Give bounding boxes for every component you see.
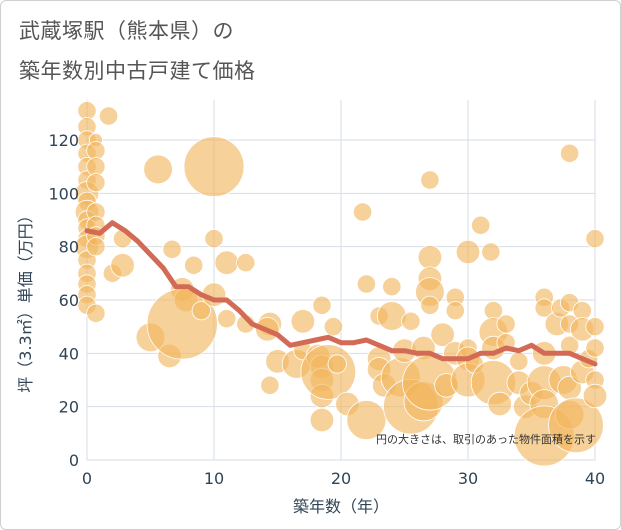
x-axis-title: 築年数（年） [293,497,389,516]
scatter-point [184,255,204,275]
chart-title-line2: 築年数別中古戸建て価格 [19,59,256,83]
scatter-point [312,295,332,315]
scatter-point [401,311,421,331]
x-tick-label: 20 [331,469,351,488]
y-tick-label: 80 [59,238,79,257]
scatter-point [86,173,106,193]
scatter-point [481,242,501,262]
y-axis-title: 坪（3.3㎡）単価（万円） [16,207,35,392]
scatter-point [346,399,387,440]
y-tick-label: 120 [48,131,79,150]
scatter-point [290,309,316,334]
scatter-point [455,239,481,265]
x-tick-label: 0 [82,469,92,488]
scatter-point [191,301,211,321]
scatter-point [352,202,373,222]
scatter-point [204,229,224,249]
scatter-point [143,154,173,185]
y-tick-label: 20 [59,398,79,417]
x-tick-label: 10 [204,469,224,488]
scatter-point [496,314,516,334]
y-tick-label: 0 [69,451,79,470]
scatter-point [585,317,605,337]
scatter-point [323,317,343,337]
x-tick-label: 40 [585,469,605,488]
scatter-point [300,344,357,400]
scatter-point [309,407,335,433]
size-legend-note: 円の大きさは、取引のあった物件面積を示す [376,432,596,446]
scatter-point [548,397,604,454]
scatter-point [471,215,491,235]
scatter-point [382,277,402,297]
y-tick-label: 100 [48,184,79,203]
scatter-point [376,301,407,331]
trend-line [84,220,598,367]
scatter-point [183,136,245,198]
scatter-point [420,170,440,190]
y-tick-label: 40 [59,344,79,363]
scatter-point [162,239,182,259]
scatter-point [582,383,608,409]
scatter-point [217,309,237,329]
scatter-point [236,253,256,273]
scatter-point [417,245,443,270]
scatter-point [572,301,592,321]
scatter-point [585,229,605,249]
scatter-point [98,106,119,126]
scatter-point [559,143,580,163]
x-tick-label: 30 [458,469,478,488]
axis-ticks: 0 10 20 30 40 0 20 40 60 80 100 120 [48,131,605,488]
scatter-point [487,391,512,417]
scatter-point [356,274,376,294]
scatter-point [327,354,347,374]
scatter-point [585,338,605,358]
y-tick-label: 60 [59,291,79,310]
scatter-point [445,301,465,321]
scatter-point [86,237,106,257]
scatter-point [86,303,106,323]
scatter-point [420,295,440,315]
scatter-point [260,375,280,395]
scatter-point [110,253,135,278]
scatter-point [214,250,239,275]
chart-title-line1: 武蔵塚駅（熊本県）の [19,19,234,43]
scatter-point [509,351,529,371]
scatter-point [430,322,455,347]
